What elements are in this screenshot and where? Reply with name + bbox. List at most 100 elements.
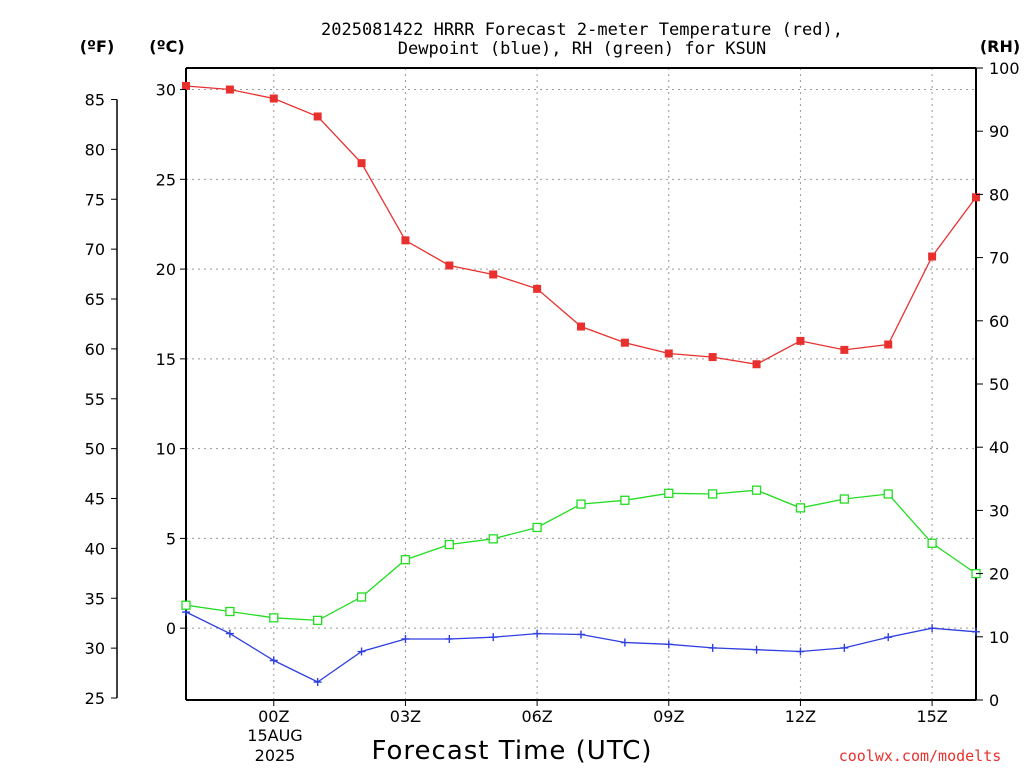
dewpoint-point — [708, 643, 717, 652]
rh-tick-label: 80 — [989, 185, 1009, 204]
rh-point — [927, 538, 937, 548]
fahrenheit-tick-label: 50 — [85, 440, 105, 459]
dewpoint-point — [313, 678, 322, 687]
rh-point — [883, 489, 893, 499]
fahrenheit-tick-label: 35 — [85, 589, 105, 608]
dewpoint-point — [840, 643, 849, 652]
rh-point — [313, 615, 323, 626]
hour-tick-label: 06Z — [521, 707, 552, 726]
credit-label: coolwx.com/modelts — [839, 747, 1002, 765]
rh-point — [664, 488, 674, 498]
temperature-point — [225, 85, 234, 94]
rh-tick-label: 50 — [989, 375, 1009, 394]
celsius-tick-label: 25 — [156, 170, 176, 189]
plot-frame — [185, 67, 977, 701]
rh-point — [751, 485, 762, 495]
celsius-tick-label: 0 — [166, 619, 176, 638]
fahrenheit-unit-label: (ºF) — [80, 37, 115, 56]
rh-point — [356, 592, 367, 602]
rh-point — [795, 503, 806, 513]
dewpoint-point — [445, 634, 454, 643]
dewpoint-point — [357, 647, 366, 656]
dewpoint-point — [664, 640, 673, 649]
fahrenheit-tick-label: 75 — [85, 190, 105, 209]
temperature-point — [533, 284, 542, 293]
temperature-point — [884, 340, 893, 349]
rh-point — [400, 555, 411, 565]
dewpoint-point — [269, 656, 278, 665]
fahrenheit-tick-label: 45 — [85, 490, 105, 509]
fahrenheit-tick-label: 65 — [85, 290, 105, 309]
axis-layer: 0 5 10 15 20 25 30 00Z 03Z 06Z 09Z 12Z 15Z 25 30 35 40 45… — [85, 59, 1020, 726]
temperature-point — [708, 353, 717, 362]
celsius-tick-label: 15 — [156, 350, 176, 369]
temperature-point — [357, 159, 366, 168]
rh-point — [225, 606, 235, 617]
fahrenheit-tick-label: 70 — [85, 240, 105, 259]
hour-tick-label: 03Z — [390, 707, 421, 726]
rh-point — [576, 499, 586, 509]
celsius-tick-label: 5 — [166, 529, 176, 548]
temperature-point — [269, 94, 278, 103]
fahrenheit-tick-label: 55 — [85, 390, 105, 409]
rh-point — [708, 489, 718, 499]
dewpoint-point — [796, 647, 805, 656]
rh-tick-label: 20 — [989, 565, 1009, 584]
rh-point — [181, 600, 191, 610]
dewpoint-point — [577, 630, 585, 639]
dewpoint-point — [620, 638, 629, 647]
rh-point — [444, 539, 454, 550]
temperature-point — [664, 349, 673, 358]
fahrenheit-tick-label: 85 — [85, 91, 105, 110]
rh-tick-label: 40 — [989, 438, 1009, 457]
celsius-tick-label: 10 — [156, 440, 176, 459]
rh-point — [620, 495, 630, 505]
temperature-point — [620, 338, 629, 347]
dewpoint-point — [225, 629, 234, 638]
fahrenheit-tick-label: 80 — [85, 140, 105, 159]
temperature-point — [796, 336, 805, 345]
rh-tick-label: 90 — [989, 122, 1009, 141]
rh-unit-label: (RH) — [980, 37, 1020, 56]
dewpoint-point — [972, 627, 980, 636]
hour-tick-label: 09Z — [653, 707, 684, 726]
hour-tick-label: 00Z — [258, 707, 289, 726]
series-layer — [181, 81, 981, 687]
chart-title-line-1: 2025081422 HRRR Forecast 2-meter Tempera… — [321, 20, 843, 40]
temperature-point — [182, 81, 190, 90]
temperature-point — [313, 112, 322, 121]
grid-lines — [186, 68, 976, 700]
date-label-year: 2025 — [255, 746, 296, 765]
temperature-point — [972, 193, 980, 202]
celsius-unit-label: (ºC) — [149, 37, 184, 56]
dewpoint-point — [884, 633, 893, 642]
celsius-tick-label: 20 — [156, 260, 176, 279]
chart-title-line-2: Dewpoint (blue), RH (green) for KSUN — [398, 39, 766, 59]
rh-point — [839, 494, 849, 504]
rh-tick-label: 10 — [989, 628, 1009, 647]
temperature-point — [928, 252, 937, 261]
temperature-point — [445, 261, 454, 270]
temperature-point — [840, 345, 849, 354]
rh-tick-label: 30 — [989, 501, 1009, 520]
celsius-tick-label: 30 — [156, 81, 176, 100]
rh-point — [269, 613, 279, 623]
hour-tick-label: 15Z — [916, 707, 947, 726]
dewpoint-point — [928, 624, 937, 633]
dewpoint-point — [533, 629, 542, 638]
temperature-point — [577, 322, 585, 331]
hour-tick-label: 12Z — [785, 707, 816, 726]
rh-tick-label: 60 — [989, 312, 1009, 331]
rh-point — [488, 534, 498, 544]
temperature-point — [489, 270, 498, 279]
dewpoint-point — [752, 645, 761, 654]
fahrenheit-tick-label: 25 — [85, 689, 105, 708]
temperature-point — [401, 236, 410, 245]
rh-point — [532, 522, 542, 533]
rh-line — [185, 489, 977, 622]
rh-tick-label: 0 — [989, 691, 999, 710]
rh-tick-label: 70 — [989, 249, 1009, 268]
date-label-day: 15AUG — [247, 726, 302, 745]
x-axis-label: Forecast Time (UTC) — [371, 736, 652, 766]
